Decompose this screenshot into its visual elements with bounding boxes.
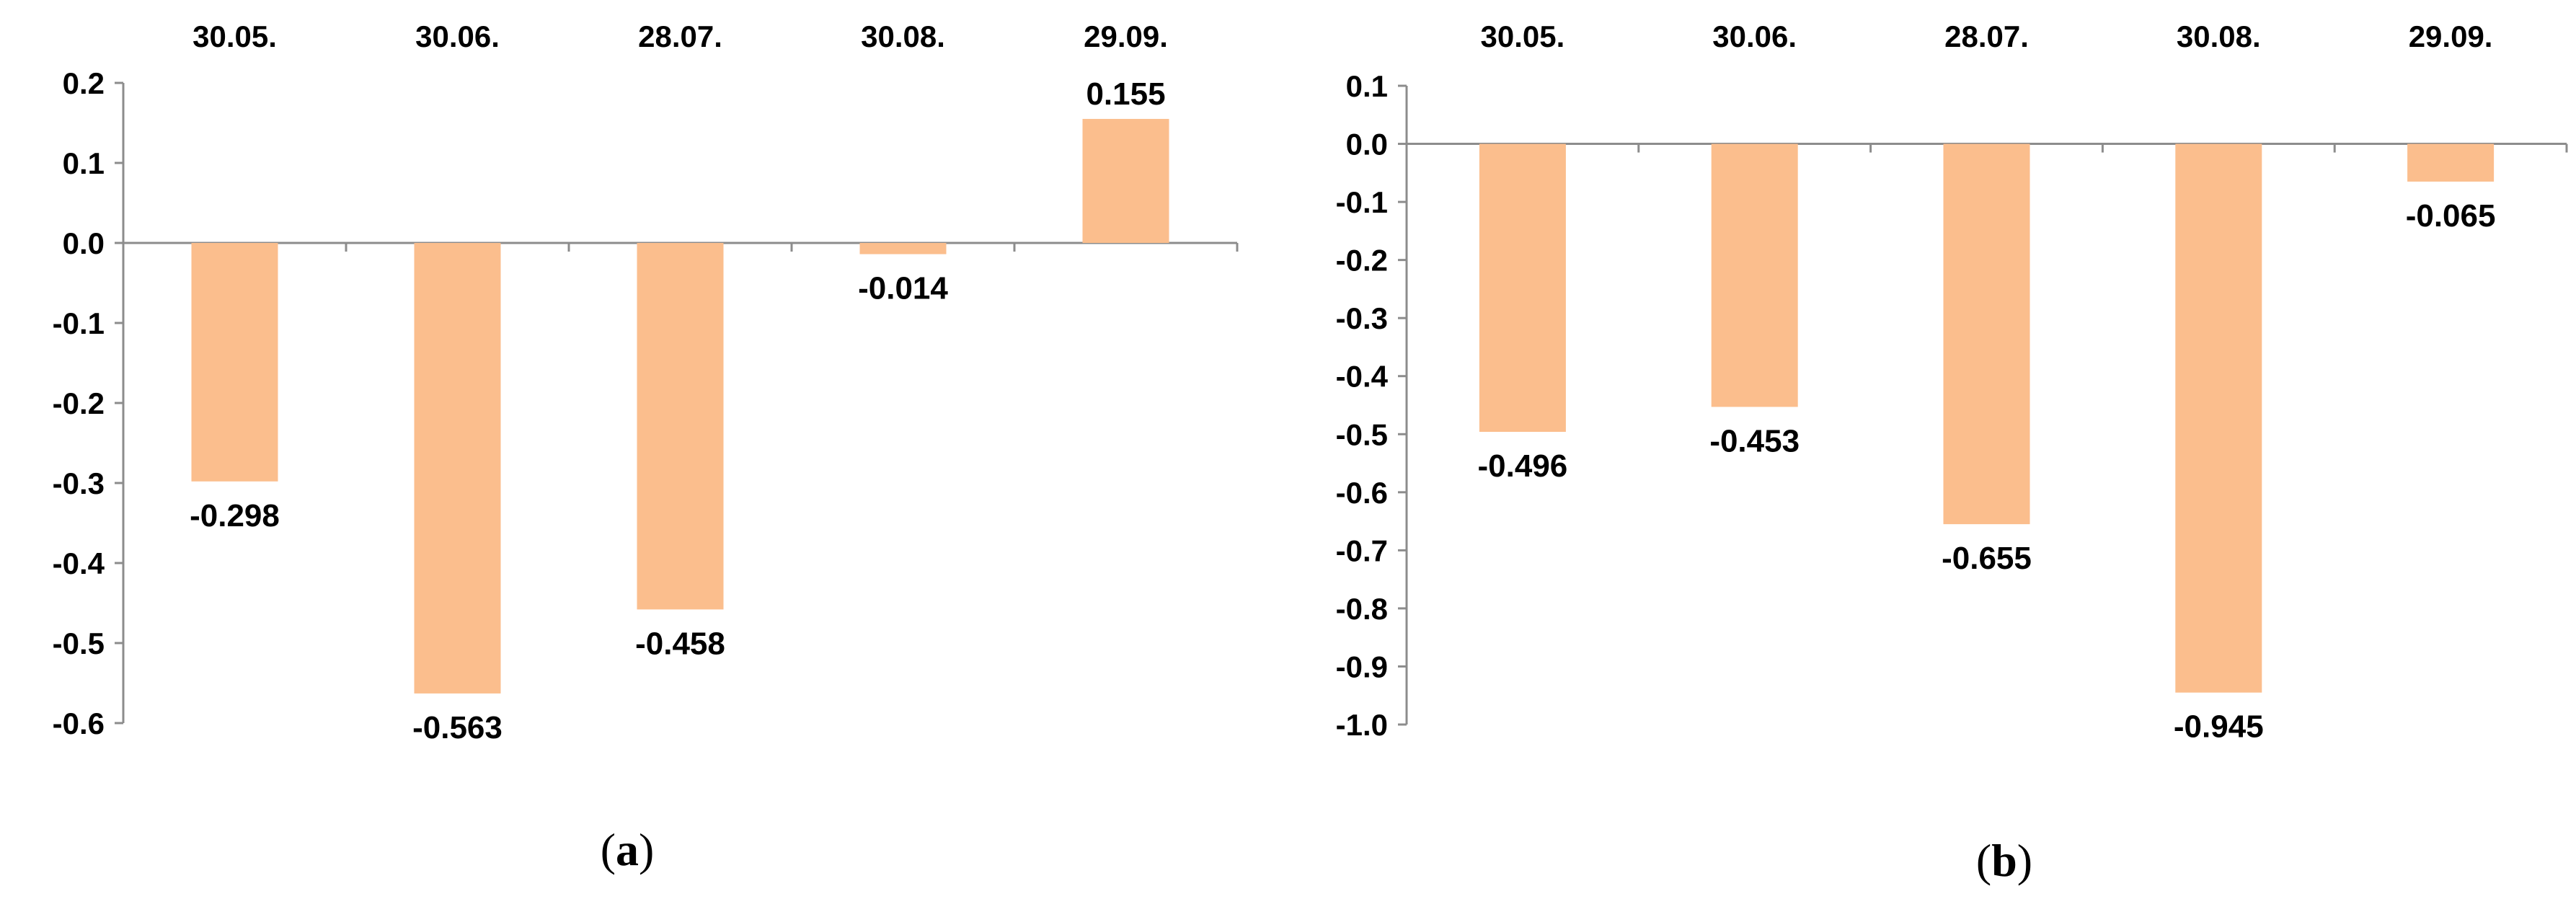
data-label: -0.655 [1942,541,2032,576]
y-tick-label: -0.3 [1336,301,1388,335]
y-tick-label: -0.7 [1336,533,1388,567]
y-tick-label: -0.5 [1336,417,1388,451]
category-label: 28.07. [638,19,722,53]
y-tick-label: -0.8 [1336,592,1388,626]
bar [1479,143,1566,433]
panel-letter: b [1991,835,2017,886]
bar [1943,143,2030,525]
y-tick-label: -0.6 [1336,476,1388,510]
y-tick-label: 0.1 [63,146,105,180]
bar [414,243,501,694]
y-tick-label: 0.2 [63,66,105,100]
data-label: -0.298 [190,498,280,533]
y-tick-label: -0.2 [53,386,105,420]
category-label: 30.05. [192,19,277,53]
y-tick-label: -0.1 [1336,185,1388,219]
data-label: -0.563 [412,710,503,745]
category-label: 30.08. [2177,19,2261,53]
y-tick-label: -0.1 [53,306,105,340]
y-tick-label: 0.0 [1346,128,1388,161]
y-tick-label: -0.5 [53,626,105,660]
chart-panel-a: 0.2 0.1 0.0 -0.1 -0.2 -0.3 -0.4 -0.5 -0.6 30.05. -… [53,19,1239,875]
data-label: -0.945 [2174,709,2264,745]
y-tick-label: -0.6 [53,706,105,740]
bar [2175,143,2262,693]
category-label: 30.06. [1712,19,1797,53]
category-label: 30.06. [415,19,500,53]
bar [2407,143,2495,182]
category-label: 29.09. [1084,19,1168,53]
bar [637,243,724,610]
y-tick-label: -1.0 [1336,708,1388,742]
y-tick-label: -0.4 [53,546,105,580]
y-tick-label: -0.4 [1336,360,1389,394]
category-label: 29.09. [2409,19,2493,53]
y-tick-label: 0.1 [1346,69,1388,103]
panel-label: (a) [601,824,655,875]
y-tick-label: -0.2 [1336,244,1388,278]
y-tick-label: -0.9 [1336,650,1388,683]
data-label: -0.014 [858,271,948,306]
bar [1711,143,1798,407]
data-label: 0.155 [1086,76,1165,112]
data-label: -0.065 [2406,198,2496,234]
data-label: -0.496 [1478,448,1568,484]
bar [191,243,278,482]
panel-label: (b) [1976,835,2032,886]
category-label: 30.05. [1481,19,1565,53]
category-label: 28.07. [1944,19,2029,53]
bar [1082,118,1169,243]
y-tick-label: 0.0 [63,226,105,260]
data-label: -0.453 [1709,423,1800,458]
bar [859,243,947,254]
chart-panel-b: 0.1 0.0 -0.1 -0.2 -0.3 -0.4 -0.5 -0.6 -0.7 -0.8 -0… [1336,19,2568,886]
y-tick-label: -0.3 [53,466,105,500]
panel-letter: a [616,824,639,875]
data-label: -0.458 [635,626,725,661]
category-label: 30.08. [861,19,945,53]
